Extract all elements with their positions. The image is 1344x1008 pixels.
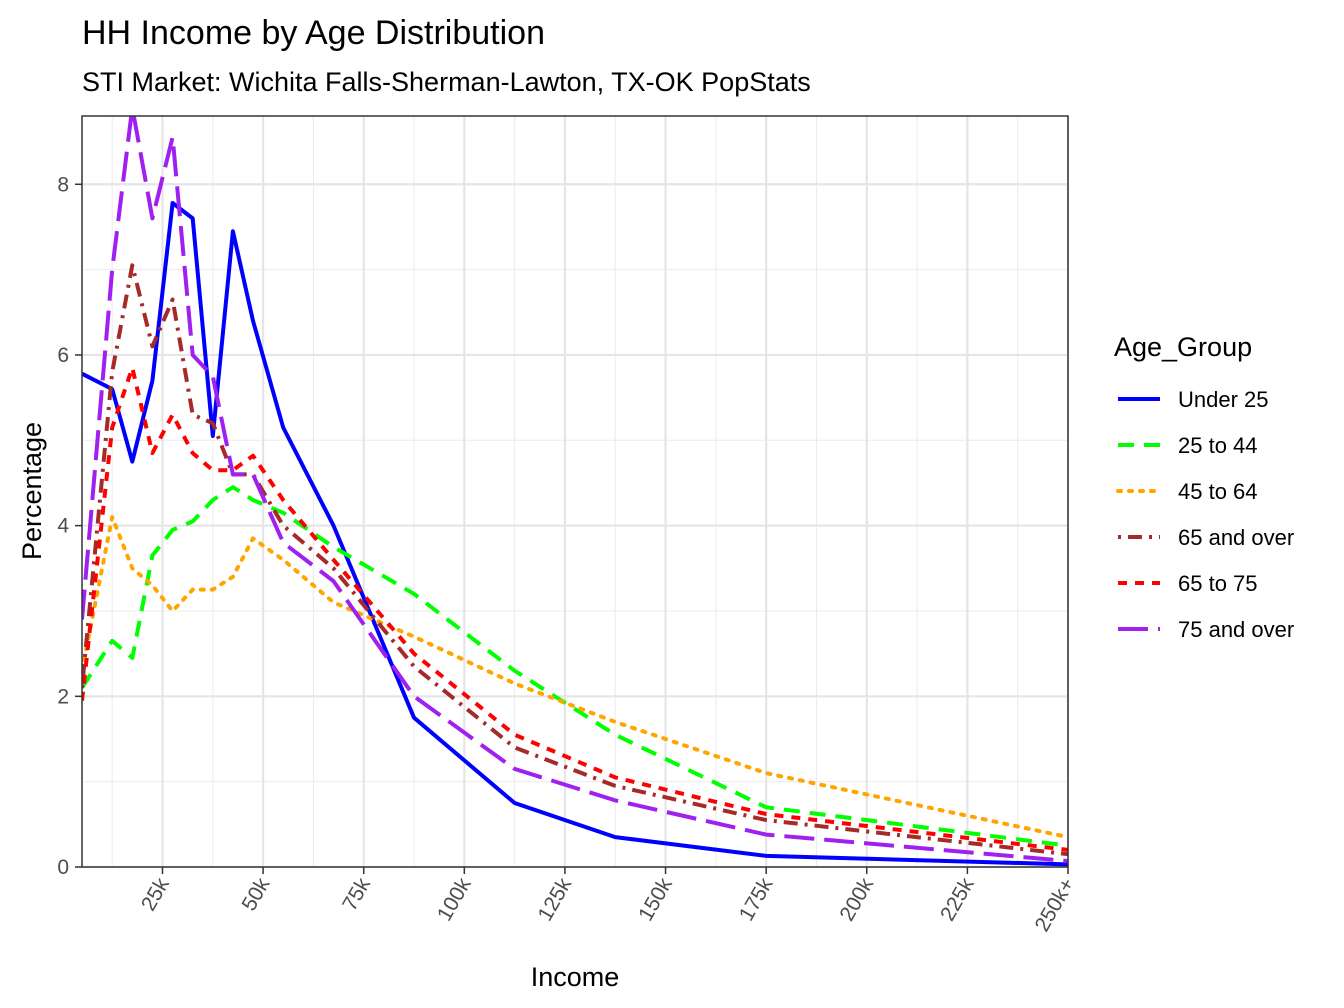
chart-title: HH Income by Age Distribution (82, 14, 545, 52)
x-tick-label: 100k (433, 874, 476, 925)
x-tick-label: 125k (534, 874, 577, 925)
series-line-under-25 (82, 201, 1068, 867)
x-tick-label: 75k (338, 874, 375, 915)
legend: Age_Group Under 25 25 to 44 45 to 64 65 and… (1114, 332, 1294, 642)
y-axis-title: Percentage (17, 422, 47, 560)
plot-border (81, 115, 1069, 868)
y-tick-label: 6 (57, 344, 69, 367)
series-line-65-to-75 (82, 365, 1068, 852)
chart-subtitle: STI Market: Wichita Falls-Sherman-Lawton… (82, 67, 811, 97)
x-tick-label: 175k (735, 874, 778, 925)
y-tick-label: 0 (57, 856, 69, 879)
legend-label-65-and-over: 65 and over (1178, 525, 1294, 550)
x-tick-label: 50k (238, 874, 275, 915)
y-tick-label: 2 (57, 685, 69, 708)
legend-title: Age_Group (1114, 332, 1252, 362)
y-tick-label: 8 (57, 173, 69, 196)
x-axis-title: Income (531, 962, 620, 992)
legend-label-45-to-64: 45 to 64 (1178, 479, 1258, 504)
legend-label-under-25: Under 25 (1178, 387, 1269, 412)
legend-items: Under 25 25 to 44 45 to 64 65 and over 65 to… (1116, 387, 1294, 642)
x-tick-label: 225k (936, 874, 979, 925)
legend-label-75-and-over: 75 and over (1178, 617, 1294, 642)
legend-label-65-to-75: 65 to 75 (1178, 571, 1258, 596)
legend-label-25-to-44: 25 to 44 (1178, 433, 1258, 458)
series-line-75-and-over (82, 116, 1068, 863)
series-line-25-to-44 (82, 485, 1068, 848)
x-tick-label: 25k (137, 874, 174, 915)
x-tick-label: 150k (634, 874, 677, 925)
plot-panel (82, 116, 1068, 867)
series-line-45-to-64 (82, 515, 1068, 840)
y-tick-label: 4 (57, 515, 69, 538)
x-tick-label: 200k (835, 874, 878, 925)
x-tick-label: 250k+ (1031, 874, 1080, 936)
series-lines (82, 116, 1068, 867)
